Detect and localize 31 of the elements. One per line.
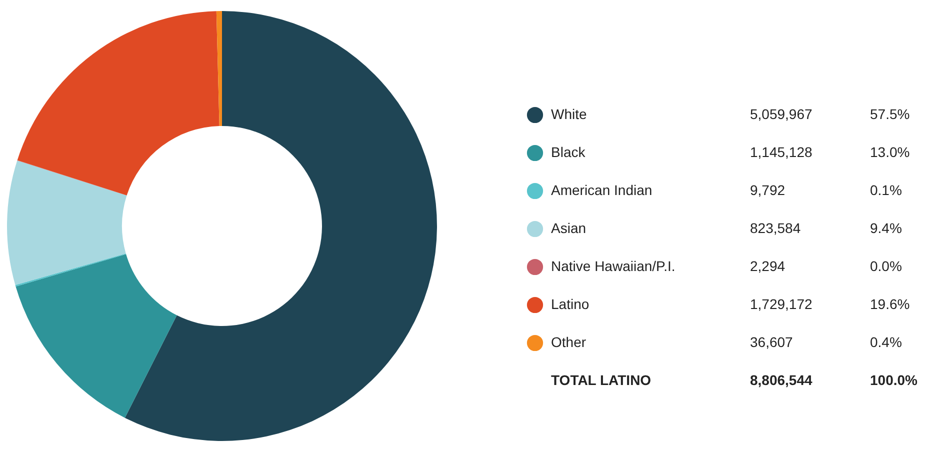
legend-label: White bbox=[551, 106, 587, 122]
donut-slice bbox=[7, 160, 127, 286]
data-label: 1,145,128 bbox=[750, 144, 812, 160]
legend-label: Asian bbox=[551, 220, 586, 236]
data-label: 823,584 bbox=[750, 220, 801, 236]
text: 19.6% bbox=[870, 296, 910, 312]
text: 8,806,544 bbox=[750, 372, 812, 388]
donut-slice bbox=[17, 11, 220, 196]
text: 0.4% bbox=[870, 334, 902, 350]
data-label: 1,729,172 bbox=[750, 296, 812, 312]
text: 9.4% bbox=[870, 220, 902, 236]
donut-slice bbox=[124, 11, 437, 441]
legend-label: Black bbox=[551, 144, 586, 160]
legend-label: Latino bbox=[551, 296, 590, 312]
data-label: 2,294 bbox=[750, 258, 786, 274]
legend-label: American Indian bbox=[551, 182, 652, 198]
text: 57.5% bbox=[870, 106, 910, 122]
donut-slice bbox=[16, 254, 177, 418]
legend-label: Native Hawaiian/P.I. bbox=[551, 258, 676, 274]
data-label: 36,607 bbox=[750, 334, 794, 350]
text: 0.0% bbox=[870, 258, 902, 274]
donut-slice bbox=[17, 160, 127, 196]
data-label: 9,792 bbox=[750, 182, 786, 198]
donut-slice bbox=[216, 11, 222, 126]
text: 100.0% bbox=[870, 372, 918, 388]
text: 13.0% bbox=[870, 144, 910, 160]
text: 0.1% bbox=[870, 182, 902, 198]
legend-label: Other bbox=[551, 334, 586, 350]
text: TOTAL LATINO bbox=[551, 372, 652, 388]
data-label: 5,059,967 bbox=[750, 106, 812, 122]
donut-slice bbox=[15, 253, 126, 286]
